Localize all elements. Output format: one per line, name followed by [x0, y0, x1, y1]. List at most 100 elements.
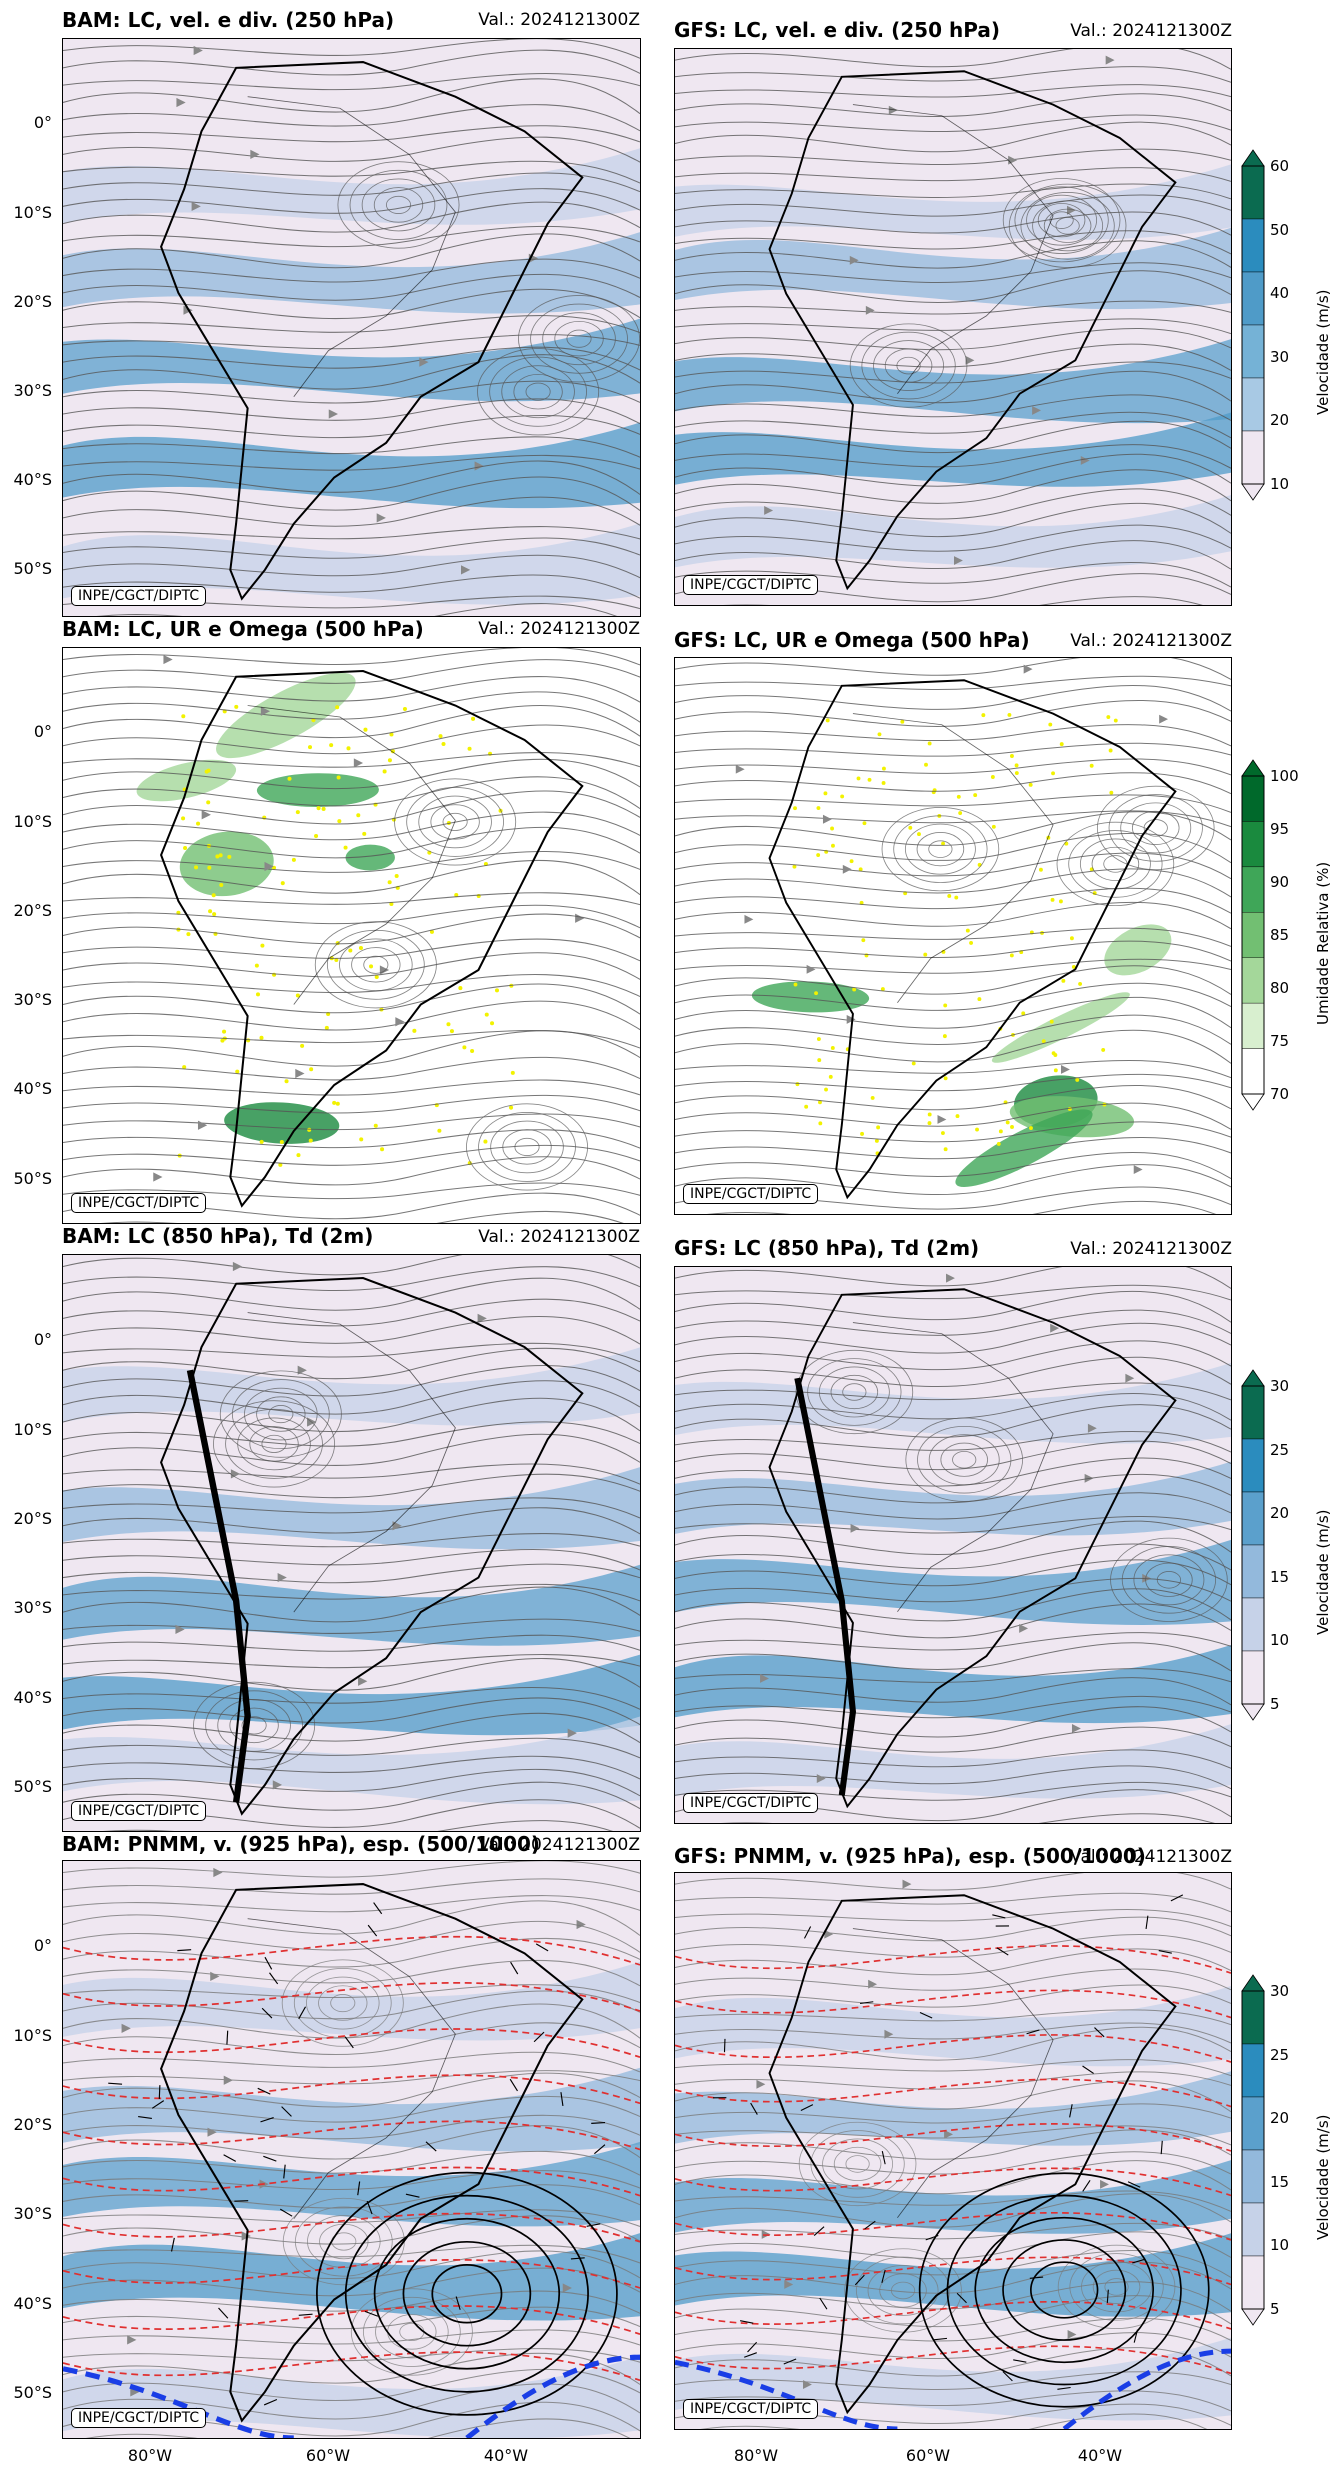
streamline-arrow: [223, 2075, 233, 2085]
streamline-arrow: [824, 1929, 834, 1939]
streamline: [63, 496, 640, 527]
omega-dot: [278, 1162, 283, 1167]
panel-title-gfs-250: GFS: LC, vel. e div. (250 hPa): [674, 18, 1000, 42]
panel-title-bam-250: BAM: LC, vel. e div. (250 hPa): [62, 8, 395, 32]
vortex-streamline: [294, 2206, 393, 2277]
streamline: [675, 1632, 1231, 1651]
streamline: [63, 1298, 640, 1327]
wind-barb: [535, 1943, 549, 1952]
lat-label: 40°S: [13, 1079, 52, 1098]
omega-dot: [927, 1121, 932, 1126]
vortex-streamline: [502, 1129, 552, 1165]
vortex-streamline: [490, 1120, 564, 1174]
streamline: [675, 901, 1231, 930]
vortex-streamline: [952, 1450, 977, 1469]
streamline: [63, 380, 640, 404]
lat-label: 0°: [33, 1936, 52, 1955]
streamline-arrow: [1080, 455, 1090, 465]
vortex-streamline: [1020, 192, 1115, 260]
omega-dot: [490, 1021, 495, 1026]
wind-barb: [586, 2223, 601, 2227]
thickness-contour: [63, 1935, 640, 1966]
credit-label: INPE/CGCT/DIPTC: [71, 1193, 207, 1213]
omega-dot: [998, 1129, 1003, 1134]
vortex-streamline: [807, 1358, 902, 1426]
omega-dot: [374, 975, 379, 980]
streamline-arrow: [850, 1523, 860, 1533]
omega-dot: [207, 865, 212, 870]
wind-barb: [1106, 2289, 1109, 2304]
omega-dot: [927, 1112, 932, 1117]
streamline-arrow: [846, 1014, 856, 1024]
omega-dot: [1108, 748, 1113, 753]
streamline: [675, 658, 1231, 680]
vortex-streamline: [465, 1103, 589, 1191]
omega-dot: [973, 793, 978, 798]
streamline: [675, 2151, 1231, 2175]
streamline-arrow: [760, 1673, 769, 1683]
colorbar-label: Velocidade (m/s): [1314, 1509, 1332, 1635]
colorbar-segment: [1241, 821, 1265, 868]
streamline: [63, 1144, 640, 1166]
vortex-streamline: [514, 1137, 540, 1156]
omega-dot: [181, 816, 186, 821]
vortex-streamline: [229, 1707, 279, 1744]
country-border: [852, 104, 1054, 394]
vortex-streamline: [373, 187, 424, 223]
omega-dot: [390, 749, 395, 754]
omega-dot: [259, 1035, 264, 1040]
omega-dot: [343, 845, 348, 850]
wind-barb: [1069, 2104, 1073, 2118]
omega-dot: [337, 819, 342, 824]
vortex-streamline: [1043, 208, 1092, 243]
vortex-streamline: [1032, 200, 1104, 252]
wind-barb: [747, 2341, 758, 2353]
streamline-arrow: [1087, 1423, 1097, 1433]
streamline: [63, 1421, 640, 1447]
omega-dot: [943, 1076, 948, 1081]
streamline: [63, 1755, 640, 1780]
vortex-streamline: [795, 1349, 914, 1435]
omega-dot: [1050, 897, 1055, 902]
lon-label: 40°W: [1077, 2446, 1123, 2465]
streamline: [675, 540, 1231, 570]
streamline: [63, 2250, 640, 2280]
streamline: [63, 1255, 640, 1276]
streamline-arrow: [277, 1572, 287, 1583]
country-border: [852, 1928, 1054, 2218]
streamline: [63, 1266, 640, 1292]
lat-label: 40°S: [13, 2294, 52, 2313]
colorbar-tick-label: 10: [1270, 2236, 1290, 2255]
vortex-streamline: [361, 178, 436, 232]
wind-barb: [864, 2220, 876, 2230]
streamline-arrow: [816, 1774, 826, 1783]
streamline: [63, 2095, 640, 2123]
streamline: [675, 1520, 1231, 1556]
omega-dot: [870, 1095, 875, 1100]
streamline: [675, 2332, 1231, 2360]
vortex-streamline: [350, 2288, 473, 2376]
vortex-streamline: [349, 169, 448, 240]
wind-barb: [177, 1949, 192, 1952]
wind-speed-band: [63, 1467, 640, 1550]
streamline-arrow: [744, 914, 754, 924]
map-background: [63, 648, 640, 1223]
streamline: [675, 211, 1231, 236]
streamline-arrow: [937, 1115, 947, 1124]
map-gfs-500: INPE/CGCT/DIPTC: [674, 657, 1232, 1215]
streamline: [675, 2125, 1231, 2146]
streamline-arrow: [213, 1867, 223, 1878]
vortex-streamline: [418, 795, 492, 849]
streamline: [675, 114, 1231, 133]
omega-dot: [1009, 754, 1014, 758]
vortex-streamline: [1091, 846, 1140, 882]
vortex-streamline: [1143, 819, 1168, 837]
streamline-arrow: [868, 1979, 878, 1989]
streamline: [63, 346, 640, 371]
lat-label: 30°S: [13, 990, 52, 1009]
streamline: [675, 1984, 1231, 2008]
streamline: [675, 1916, 1231, 1942]
streamline: [63, 1182, 640, 1200]
streamline: [63, 1129, 640, 1149]
streamline: [63, 460, 640, 495]
